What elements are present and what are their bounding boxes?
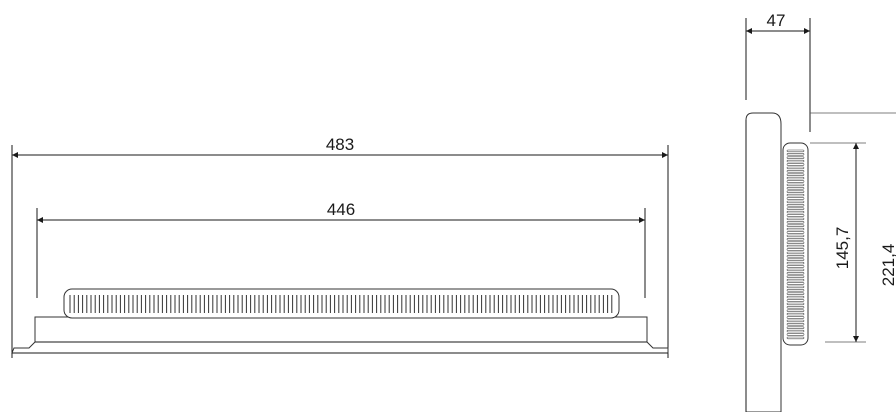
dim-label-221-4: 221,4 bbox=[879, 244, 896, 287]
side-grille-slot bbox=[786, 149, 805, 153]
side-grille-slot bbox=[786, 234, 805, 238]
side-grille-slot bbox=[786, 197, 805, 200]
side-view: 47 145,7 221,4 bbox=[745, 11, 896, 412]
side-grille-slot bbox=[786, 170, 805, 173]
side-grille-slot bbox=[786, 333, 805, 336]
side-grille-slot bbox=[786, 173, 805, 176]
side-grille-slot bbox=[786, 258, 805, 261]
side-grille-slot bbox=[786, 329, 805, 333]
side-grille-slot bbox=[786, 326, 805, 329]
side-grille-slot bbox=[786, 166, 805, 170]
side-grille-slot bbox=[786, 255, 805, 258]
side-grille-slot bbox=[786, 224, 805, 227]
side-grille-slot bbox=[786, 159, 805, 163]
side-grille-slot bbox=[786, 248, 805, 251]
side-grille-slot bbox=[786, 221, 805, 224]
side-grille-slot bbox=[786, 302, 805, 306]
side-grille-slot bbox=[786, 323, 805, 326]
front-grille-slots bbox=[69, 295, 613, 313]
side-grille-slot bbox=[786, 261, 805, 265]
side-grille-slot bbox=[786, 268, 805, 272]
side-grille-slot bbox=[786, 214, 805, 217]
side-grille-slot bbox=[786, 272, 805, 275]
side-grille-slot bbox=[786, 227, 805, 231]
side-grille-slot bbox=[786, 299, 805, 302]
side-grille-slot bbox=[786, 207, 805, 210]
side-grille-slot bbox=[786, 200, 805, 204]
side-grille-slot bbox=[786, 244, 805, 248]
side-grille-slot bbox=[786, 153, 805, 156]
front-grille-frame bbox=[63, 288, 620, 319]
side-grille-slot bbox=[786, 210, 805, 214]
side-grille-slot bbox=[786, 156, 805, 159]
side-grille-slot bbox=[786, 312, 805, 316]
side-grille-slot bbox=[786, 319, 805, 323]
side-grille-slot bbox=[786, 309, 805, 312]
side-grille-slot bbox=[786, 163, 805, 166]
dim-label-47: 47 bbox=[767, 11, 786, 30]
side-grille-slot bbox=[786, 204, 805, 207]
side-grille-slot bbox=[786, 231, 805, 234]
side-grille-slot bbox=[786, 275, 805, 278]
side-grille-slot bbox=[786, 217, 805, 221]
side-grille-slot bbox=[786, 316, 805, 319]
front-view: 483 446 bbox=[11, 135, 669, 358]
side-grille-slot bbox=[786, 176, 805, 180]
side-panel-body bbox=[745, 112, 782, 412]
side-grille-slot bbox=[786, 278, 805, 282]
front-panel-body bbox=[11, 316, 669, 354]
side-grille-slot bbox=[786, 241, 805, 244]
side-grille-slot bbox=[786, 180, 805, 183]
side-grille-slot bbox=[786, 289, 805, 292]
side-grille-slot bbox=[786, 193, 805, 197]
dim-label-145-7: 145,7 bbox=[833, 227, 852, 270]
side-grille-slot bbox=[786, 238, 805, 241]
side-grille-slot bbox=[786, 295, 805, 299]
side-grille-slot bbox=[786, 183, 805, 187]
side-grille-slot bbox=[786, 251, 805, 255]
dim-label-446: 446 bbox=[327, 200, 355, 219]
side-grille-slot bbox=[786, 336, 805, 340]
side-grille-slot bbox=[786, 285, 805, 289]
side-grille-slot bbox=[786, 265, 805, 268]
side-grille-slot bbox=[786, 187, 805, 190]
side-grille-slot bbox=[786, 190, 805, 193]
side-grille-slot bbox=[786, 306, 805, 309]
side-grille-slot bbox=[786, 292, 805, 295]
side-grille-slots bbox=[786, 149, 805, 340]
dim-label-483: 483 bbox=[326, 135, 354, 154]
side-grille-slot bbox=[786, 282, 805, 285]
